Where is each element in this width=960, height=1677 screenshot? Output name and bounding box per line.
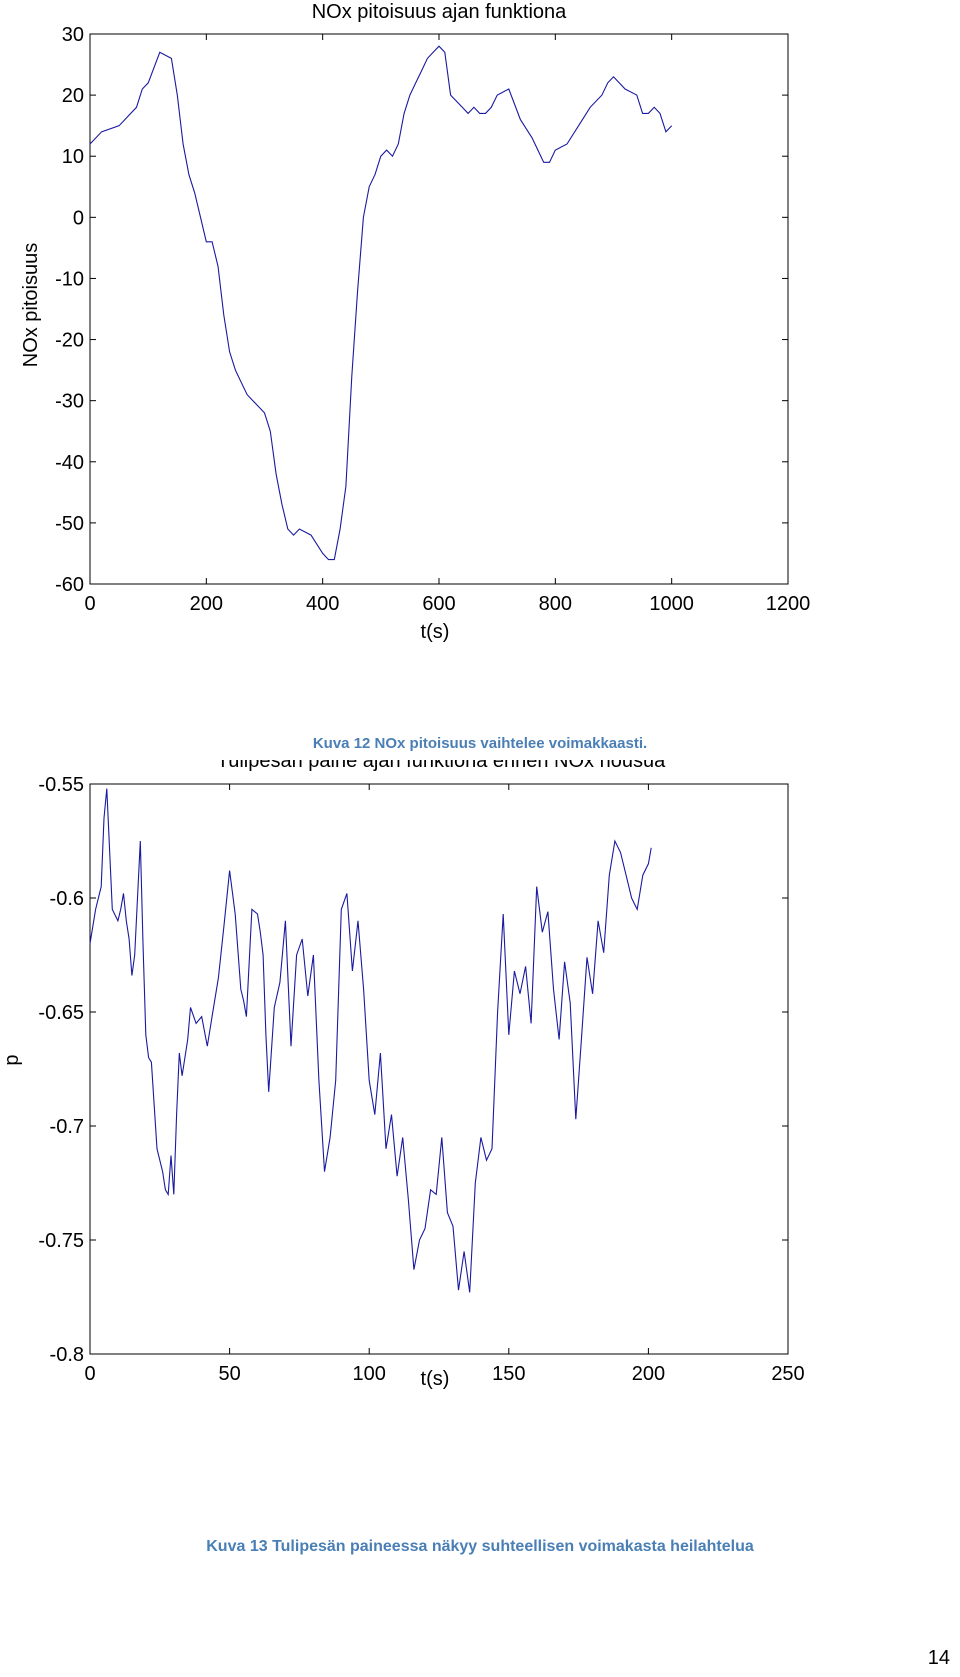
x-tick-label: 1000	[649, 593, 694, 615]
figure-12-caption: Kuva 12 NOx pitoisuus vaihtelee voimakka…	[312, 735, 648, 752]
plot-area	[89, 783, 789, 1355]
series-line	[89, 45, 673, 561]
x-tick-label: 150	[492, 1363, 525, 1385]
y-tick-label: 20	[62, 85, 84, 107]
y-tick-label: -10	[55, 268, 84, 290]
y-tick-label: -60	[55, 574, 84, 596]
series-line	[89, 788, 652, 1293]
y-tick-label: 10	[62, 146, 84, 168]
x-tick-label: 200	[632, 1363, 665, 1385]
pressure-chart: Tulipesän paine ajan funktiona ennen NOx…	[1, 760, 805, 1390]
x-tick-label: 400	[306, 593, 339, 615]
figure-13-caption: Kuva 13 Tulipesän paineessa näkyy suhtee…	[206, 1538, 754, 1555]
x-tick-label: 50	[218, 1363, 240, 1385]
y-axis-label: p	[1, 1054, 23, 1065]
x-axis-label: t(s)	[421, 621, 450, 643]
page-number: 14	[927, 1647, 950, 1669]
y-tick-label: 0	[73, 207, 84, 229]
y-tick-label: -50	[55, 513, 84, 535]
plot-area	[89, 33, 789, 585]
x-tick-label: 800	[539, 593, 572, 615]
x-tick-label: 600	[422, 593, 455, 615]
y-tick-label: -30	[55, 391, 84, 413]
chart-title: NOx pitoisuus ajan funktiona	[312, 1, 567, 23]
y-tick-label: -0.8	[50, 1344, 84, 1366]
y-tick-label: -0.65	[38, 1002, 84, 1024]
nox-chart: NOx pitoisuus ajan funktiona t(s) NOx pi…	[20, 1, 811, 643]
y-tick-label: 30	[62, 24, 84, 46]
y-tick-label: -20	[55, 330, 84, 352]
x-tick-label: 0	[84, 1363, 95, 1385]
chart-title: Tulipesän paine ajan funktiona ennen NOx…	[217, 760, 666, 772]
x-tick-label: 250	[771, 1363, 804, 1385]
x-tick-label: 1200	[766, 593, 811, 615]
x-axis-label: t(s)	[421, 1368, 450, 1390]
y-tick-label: -0.75	[38, 1230, 84, 1252]
x-tick-label: 100	[353, 1363, 386, 1385]
x-tick-label: 200	[190, 593, 223, 615]
y-tick-label: -0.6	[50, 888, 84, 910]
y-tick-label: -0.7	[50, 1116, 84, 1138]
x-tick-label: 0	[84, 593, 95, 615]
y-tick-label: -40	[55, 452, 84, 474]
y-tick-label: -0.55	[38, 774, 84, 796]
y-axis-label: NOx pitoisuus	[20, 243, 42, 368]
